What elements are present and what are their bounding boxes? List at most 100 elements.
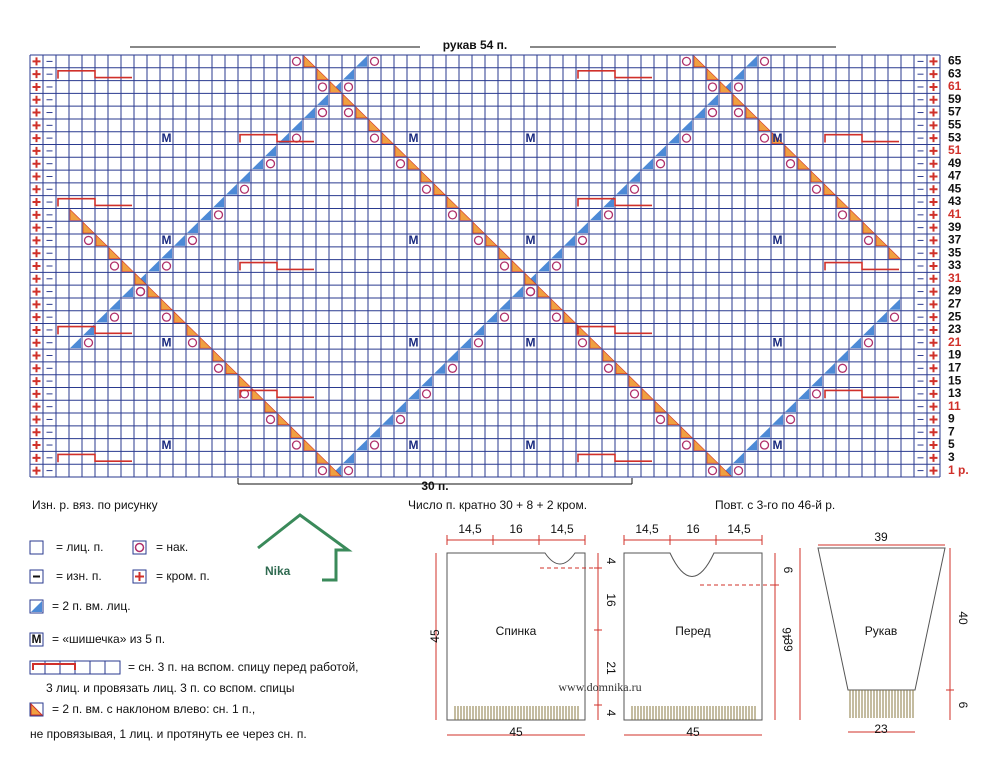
edge-stitch [32, 262, 41, 270]
edge-stitch [929, 185, 938, 194]
yarn-over [707, 107, 718, 118]
yarn-over [83, 338, 94, 348]
yarn-over [733, 107, 744, 118]
dim-line [771, 553, 779, 720]
legend-text: = сн. 3 п. на вспом. спицу перед работой… [128, 660, 358, 674]
decrease [122, 286, 133, 297]
decrease [369, 426, 380, 438]
yarn-over [759, 133, 770, 143]
edge-stitch [929, 389, 938, 398]
decrease [824, 362, 835, 374]
legend-text: = изн. п. [56, 569, 102, 583]
row-label: 33 [948, 258, 962, 272]
edge-stitch [929, 364, 938, 373]
row-label: 45 [948, 181, 962, 195]
yarn-over [655, 159, 666, 169]
yarn-over [629, 389, 640, 399]
decrease [746, 439, 757, 451]
legend-text: = 2 п. вм. лиц. [52, 599, 131, 613]
decrease [551, 247, 562, 259]
decrease [356, 56, 367, 67]
edge-stitch [929, 210, 938, 219]
decrease [498, 247, 511, 259]
decrease [850, 337, 861, 349]
decrease [759, 426, 770, 438]
decrease [810, 170, 823, 183]
website: www.domnika.ru [558, 680, 641, 694]
edge-stitch [32, 377, 41, 386]
decrease [889, 298, 900, 310]
yarn-over [421, 389, 432, 399]
yarn-over [447, 363, 458, 373]
bobble: M [409, 131, 419, 145]
decrease [719, 464, 732, 477]
dim-line [946, 548, 954, 720]
decrease [797, 157, 810, 170]
decrease [239, 171, 250, 182]
legend-icon [29, 540, 44, 555]
bobble: M [773, 336, 783, 350]
legend-text: 3 лиц. и провязать лиц. 3 п. со вспом. с… [46, 681, 294, 695]
decrease [408, 388, 419, 400]
edge-stitch [929, 57, 938, 66]
yarn-over [681, 440, 692, 450]
decrease [589, 336, 602, 349]
decrease [343, 452, 354, 464]
row-label: 37 [948, 233, 962, 247]
row-label: 49 [948, 156, 962, 170]
ribbing [631, 706, 756, 720]
dim-label: 14,5 [458, 522, 482, 536]
dim-label: 45 [428, 629, 442, 643]
decrease [447, 350, 458, 361]
cable [824, 133, 899, 143]
cable [824, 389, 899, 399]
yarn-over [83, 235, 94, 246]
yarn-over [291, 440, 302, 450]
edge-stitch [32, 210, 41, 219]
edge-stitch [32, 249, 41, 258]
edge-stitch [929, 402, 938, 411]
yarn-over [395, 159, 406, 169]
decrease [96, 311, 107, 323]
edge-stitch [32, 338, 41, 347]
row-label: 1 р. [948, 463, 969, 477]
decrease [173, 311, 186, 323]
note: Изн. р. вяз. по рисунку [32, 498, 158, 512]
chart-grid: M M M M M M M M M M M M M M M M [29, 54, 941, 478]
decrease [303, 55, 316, 68]
edge-stitch [929, 134, 938, 143]
yarn-over [291, 56, 302, 67]
bobble: M [409, 233, 419, 247]
decrease [772, 414, 783, 425]
yarn-over [551, 312, 562, 322]
cable [577, 325, 652, 335]
decrease [434, 362, 445, 374]
edge-stitch [929, 274, 938, 283]
decrease [277, 413, 290, 426]
logo-roof [257, 513, 353, 582]
yarn-over [837, 210, 848, 220]
edge-stitch [32, 95, 41, 104]
front-title: Перед [675, 624, 710, 638]
row-label: 17 [948, 360, 962, 374]
edge-stitch [32, 134, 41, 143]
decrease [200, 209, 211, 221]
yarn-over [343, 82, 354, 92]
yarn-over [577, 338, 588, 348]
dim-label: 6 [956, 702, 970, 709]
edge-stitch [929, 121, 938, 130]
yarn-over [343, 107, 354, 118]
row-label: 53 [948, 130, 962, 144]
decrease [811, 375, 822, 387]
edge-stitch [929, 146, 938, 155]
dim-label: 16 [509, 522, 523, 536]
row-label: 39 [948, 220, 962, 234]
dim-label: 39 [874, 530, 888, 544]
dim-label: 16 [604, 593, 618, 607]
yarn-over [135, 286, 146, 297]
decrease [888, 247, 901, 259]
bobble: M [526, 336, 536, 350]
decrease [147, 285, 160, 298]
ribbing [454, 706, 579, 720]
yarn-over [707, 82, 718, 92]
